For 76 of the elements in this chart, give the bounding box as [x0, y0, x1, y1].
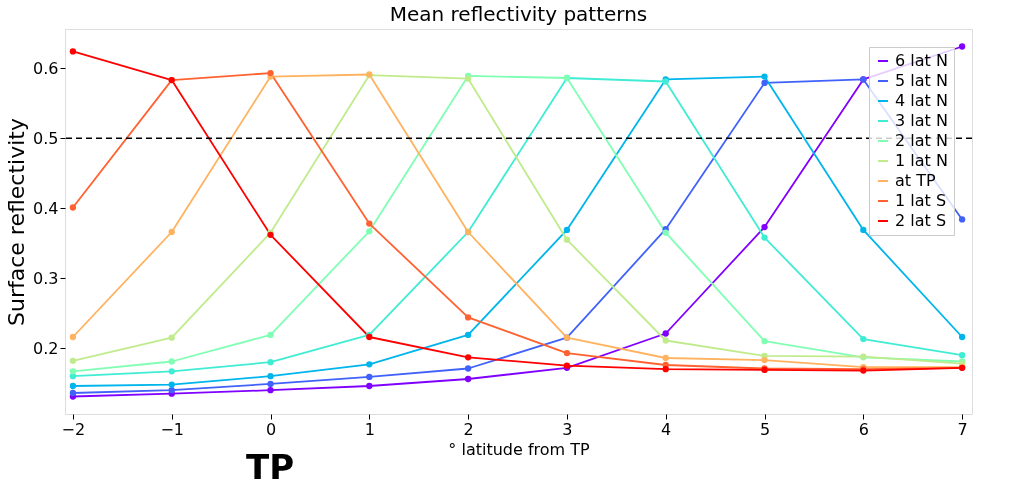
point	[69, 382, 77, 390]
legend-label: 3 lat N	[895, 111, 948, 130]
legend-label: 2 lat N	[895, 131, 948, 150]
x-tick-label: 0	[265, 419, 277, 439]
point	[69, 204, 77, 211]
point	[168, 358, 175, 365]
point	[958, 216, 966, 223]
point	[761, 79, 768, 87]
x-tick-label: −1	[160, 419, 184, 439]
point	[761, 338, 768, 345]
point	[761, 234, 768, 241]
point	[69, 373, 77, 380]
x-tick-label: 1	[364, 419, 375, 439]
point	[366, 361, 373, 368]
legend-label: 5 lat N	[895, 71, 948, 90]
x-tick-label: 2	[463, 419, 474, 439]
point	[761, 223, 768, 231]
point	[464, 375, 472, 383]
x-tick-label: 6	[858, 419, 869, 439]
x-tick-label: 3	[562, 419, 573, 439]
point	[563, 349, 571, 357]
point	[168, 228, 175, 236]
x-axis-title: ° latitude from TP	[448, 439, 590, 459]
point	[860, 335, 867, 343]
point	[958, 43, 966, 50]
chart-title: Mean reflectivity patterns	[389, 2, 648, 26]
point	[69, 357, 77, 364]
point	[366, 228, 373, 235]
point	[69, 333, 77, 341]
y-tick-label: 0.4	[33, 198, 59, 218]
x-tick-label: 4	[661, 419, 672, 439]
legend-label: at TP	[895, 171, 936, 190]
point	[860, 226, 867, 234]
x-tick-label: −2	[61, 419, 86, 439]
point	[662, 337, 669, 344]
legend-label: 2 lat S	[895, 211, 947, 230]
point	[366, 373, 373, 381]
point	[563, 226, 571, 234]
legend-label: 1 lat S	[895, 191, 947, 210]
point	[464, 331, 472, 339]
y-tick-label: 0.2	[33, 338, 59, 358]
point	[69, 389, 77, 397]
point	[662, 330, 669, 337]
point	[168, 381, 175, 388]
point	[366, 220, 373, 227]
point	[958, 333, 966, 341]
y-tick-label: 0.3	[33, 268, 59, 288]
point	[69, 368, 77, 375]
point	[69, 48, 77, 55]
point	[267, 373, 274, 380]
y-tick-label: 0.6	[33, 58, 59, 78]
point	[761, 73, 768, 80]
point	[464, 354, 472, 361]
point	[761, 356, 768, 364]
point	[366, 382, 373, 390]
point	[662, 366, 669, 373]
point	[267, 331, 274, 339]
legend-label: 1 lat N	[895, 151, 948, 170]
point	[563, 236, 571, 243]
point	[267, 387, 274, 394]
point	[464, 365, 472, 372]
point	[267, 359, 274, 366]
text: TP	[245, 447, 295, 487]
x-tick-label: 7	[957, 419, 968, 439]
point	[267, 69, 274, 77]
legend-label: 4 lat N	[895, 91, 948, 110]
y-tick-label: 0.5	[33, 128, 59, 148]
x-tick-label: 5	[759, 419, 771, 439]
point	[168, 334, 175, 341]
point	[958, 352, 966, 359]
point	[662, 354, 669, 362]
y-axis-title: Surface reflectivity	[4, 118, 30, 326]
point	[464, 314, 472, 321]
point	[168, 368, 175, 375]
legend-label: 6 lat N	[895, 51, 948, 70]
point	[267, 380, 274, 388]
